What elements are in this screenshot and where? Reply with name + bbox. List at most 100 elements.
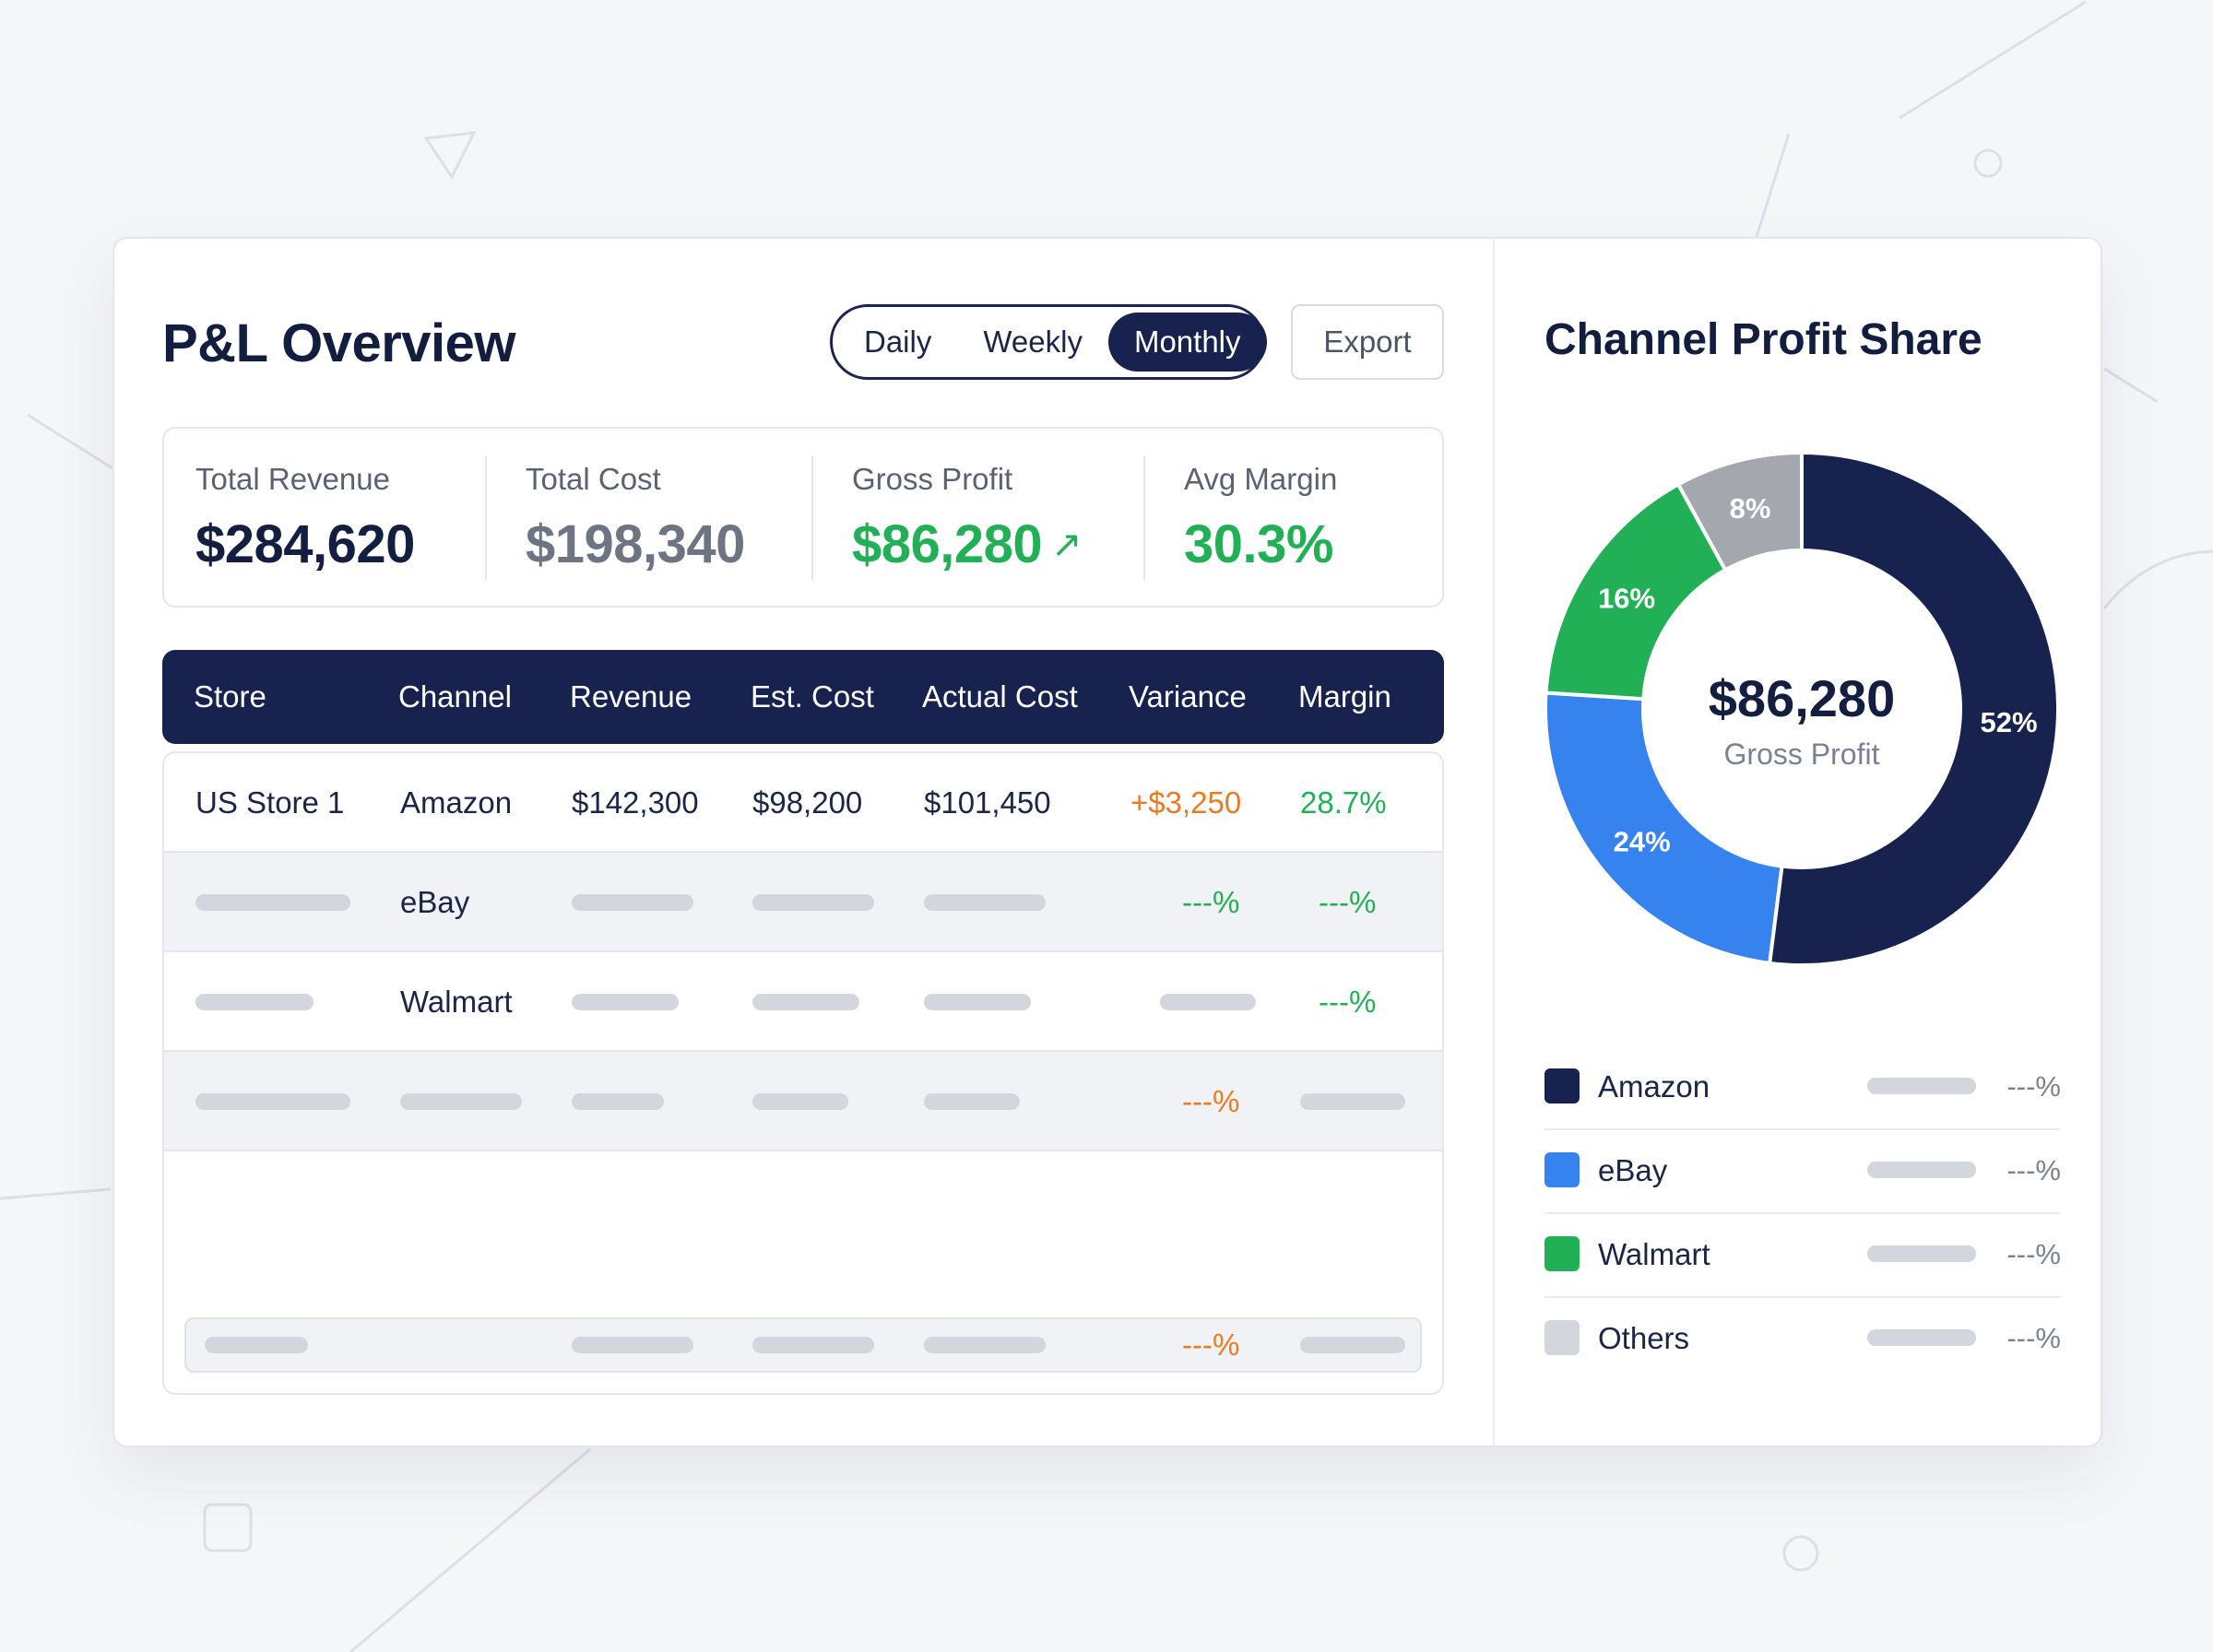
column-header-actual-cost[interactable]: Actual Cost	[922, 679, 1078, 714]
stat-label: Total Revenue	[195, 462, 390, 496]
legend-label: Others	[1598, 1321, 1690, 1355]
column-header-revenue[interactable]: Revenue	[570, 679, 692, 714]
loading-placeholder	[1867, 1329, 1976, 1346]
profit-share-donut: 52% 24% 16% 8% $86,280 Gross Profit	[1544, 450, 2060, 967]
table-body: US Store 1 Amazon $142,300 $98,200 $101,…	[162, 751, 1444, 1395]
cell-channel: eBay	[400, 885, 470, 919]
stat-divider	[1143, 456, 1145, 580]
table-row[interactable]: ---%	[164, 1052, 1442, 1151]
legend-item-walmart[interactable]: Walmart ---%	[1544, 1214, 2061, 1298]
stat-value-wrap: $86,280 ↗	[852, 513, 1083, 575]
stat-total-cost: Total Cost $198,340	[526, 462, 745, 575]
donut-slice-others[interactable]	[1675, 450, 1804, 572]
table-header: Store Channel Revenue Est. Cost Actual C…	[162, 650, 1444, 744]
table-footer-row[interactable]: ---%	[184, 1317, 1422, 1373]
page-title: P&L Overview	[162, 313, 516, 373]
table-row[interactable]: eBay ---% ---%	[164, 853, 1442, 952]
export-button[interactable]: Export	[1291, 304, 1444, 380]
cell-channel: Amazon	[400, 785, 513, 820]
legend-item-others[interactable]: Others ---%	[1544, 1298, 2061, 1382]
legend-swatch	[1544, 1236, 1580, 1271]
donut-slice-walmart[interactable]	[1544, 481, 1728, 702]
stat-divider	[485, 456, 487, 580]
loading-placeholder	[752, 894, 874, 911]
cell-store: US Store 1	[195, 785, 345, 820]
legend-label: Amazon	[1598, 1069, 1710, 1103]
cell-actual-cost: $101,450	[924, 785, 1051, 820]
column-header-store[interactable]: Store	[194, 679, 266, 714]
loading-placeholder	[752, 1337, 874, 1353]
legend-item-amazon[interactable]: Amazon ---%	[1544, 1046, 2061, 1130]
loading-placeholder	[1867, 1078, 1976, 1094]
period-monthly-button[interactable]: Monthly	[1107, 313, 1267, 372]
period-toggle: Daily Weekly Monthly	[830, 304, 1267, 380]
trend-up-icon: ↗	[1051, 525, 1083, 565]
cell-variance: +$3,250	[1130, 785, 1242, 820]
donut-center-label: Gross Profit	[1724, 738, 1880, 771]
donut-slice-ebay[interactable]	[1544, 690, 1784, 966]
table-row[interactable]: US Store 1 Amazon $142,300 $98,200 $101,…	[164, 753, 1442, 853]
loading-placeholder	[924, 1337, 1046, 1353]
loading-placeholder	[195, 1093, 350, 1110]
stat-total-revenue: Total Revenue $284,620	[195, 462, 415, 575]
cell-est-cost: $98,200	[752, 785, 863, 820]
loading-placeholder	[572, 994, 679, 1010]
loading-placeholder	[195, 994, 314, 1010]
legend-swatch	[1544, 1320, 1580, 1355]
table-row[interactable]: Walmart ---%	[164, 952, 1442, 1052]
cell-revenue: $142,300	[572, 785, 699, 820]
stat-value: $86,280	[852, 514, 1043, 574]
stat-label: Gross Profit	[852, 462, 1013, 496]
legend-swatch	[1544, 1068, 1580, 1103]
loading-placeholder	[400, 1093, 522, 1110]
donut-slice-label: 52%	[1981, 706, 2038, 738]
loading-placeholder	[205, 1337, 308, 1353]
period-daily-button[interactable]: Daily	[864, 324, 932, 359]
loading-placeholder	[572, 894, 693, 911]
legend-label: eBay	[1598, 1153, 1668, 1187]
loading-placeholder	[572, 1337, 693, 1353]
loading-placeholder	[752, 1093, 848, 1110]
legend-value: ---%	[2006, 1238, 2061, 1270]
legend-item-ebay[interactable]: eBay ---%	[1544, 1130, 2061, 1214]
loading-placeholder	[195, 894, 350, 911]
triangle-decoration	[423, 131, 477, 180]
legend-value: ---%	[2006, 1154, 2061, 1186]
period-weekly-button[interactable]: Weekly	[983, 324, 1083, 359]
stat-label: Total Cost	[526, 462, 661, 496]
stat-value: $284,620	[195, 514, 415, 574]
stat-label: Avg Margin	[1184, 462, 1338, 496]
summary-stats: Total Revenue $284,620 Total Cost $198,3…	[162, 427, 1444, 608]
column-header-margin[interactable]: Margin	[1298, 679, 1391, 714]
legend-value: ---%	[2006, 1070, 2061, 1103]
donut-slice-label: 16%	[1598, 582, 1655, 614]
donut-slice-label: 24%	[1614, 825, 1671, 857]
loading-placeholder	[572, 1093, 664, 1110]
profit-share-title: Channel Profit Share	[1544, 315, 1982, 364]
stat-value: 30.3%	[1184, 514, 1333, 574]
loading-placeholder	[924, 894, 1046, 911]
loading-placeholder	[752, 994, 859, 1010]
footer-variance: ---%	[1182, 1328, 1240, 1362]
column-header-variance[interactable]: Variance	[1129, 679, 1247, 714]
loading-placeholder	[924, 1093, 1020, 1110]
legend-value: ---%	[2006, 1322, 2061, 1354]
column-header-est-cost[interactable]: Est. Cost	[751, 679, 874, 714]
circle-decoration	[1973, 148, 2003, 178]
loading-placeholder	[1300, 1337, 1405, 1353]
stat-divider	[811, 456, 813, 580]
cell-margin: 28.7%	[1300, 785, 1387, 820]
panel-divider	[1493, 239, 1495, 1446]
stat-value: $198,340	[526, 514, 745, 574]
square-decoration	[203, 1503, 253, 1552]
cell-margin: ---%	[1319, 985, 1377, 1019]
donut-slice-amazon[interactable]	[1767, 450, 2060, 967]
loading-placeholder	[1867, 1245, 1976, 1262]
cell-channel: Walmart	[400, 985, 513, 1019]
donut-center-value: $86,280	[1709, 669, 1895, 727]
column-header-channel[interactable]: Channel	[398, 679, 512, 714]
loading-placeholder	[924, 994, 1031, 1010]
stat-avg-margin: Avg Margin 30.3%	[1184, 462, 1337, 575]
profit-share-legend: Amazon ---% eBay ---% Walmart ---% Other…	[1544, 1046, 2061, 1382]
